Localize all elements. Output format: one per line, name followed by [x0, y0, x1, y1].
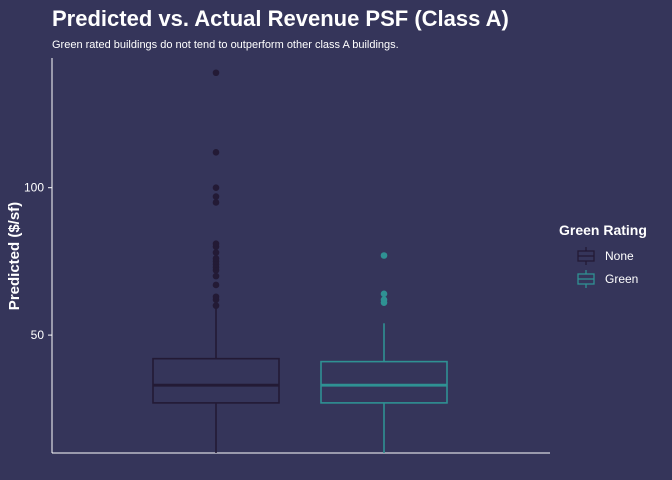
- outlier-point: [212, 302, 220, 309]
- outlier-point: [212, 293, 220, 301]
- iqr-box: [320, 360, 448, 404]
- outlier-point: [380, 296, 388, 304]
- outlier-point: [212, 149, 220, 156]
- outlier-point: [380, 290, 388, 298]
- outlier-point: [212, 281, 220, 289]
- legend-items: None Green: [577, 247, 638, 288]
- outlier-point: [212, 193, 220, 200]
- y-tick-label: 50: [31, 328, 45, 342]
- legend-item-green: Green: [577, 270, 638, 288]
- legend-title: Green Rating: [559, 222, 647, 238]
- chart-subtitle: Green rated buildings do not tend to out…: [52, 39, 399, 51]
- outlier-point: [212, 69, 220, 77]
- outlier-point: [212, 255, 220, 262]
- chart-title: Predicted vs. Actual Revenue PSF (Class …: [52, 6, 509, 31]
- outlier-point: [212, 249, 220, 256]
- boxplot-none: [152, 69, 280, 453]
- iqr-box: [152, 357, 280, 404]
- y-ticks: 50 100: [24, 181, 52, 342]
- boxplot-green: [320, 252, 448, 453]
- legend-item-none: None: [577, 247, 634, 265]
- legend-label: Green: [605, 272, 638, 286]
- outlier-point: [212, 240, 220, 248]
- legend-label: None: [605, 249, 634, 263]
- outlier-point: [380, 252, 388, 259]
- outlier-point: [212, 199, 220, 206]
- outlier-point: [212, 184, 220, 192]
- outlier-point: [212, 272, 220, 280]
- y-axis-title: Predicted ($/sf): [6, 202, 23, 310]
- y-tick-label: 100: [24, 181, 44, 195]
- boxplots: [152, 69, 448, 453]
- legend: Green Rating None Green: [559, 222, 647, 288]
